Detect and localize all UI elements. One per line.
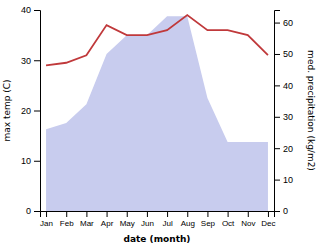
tick: 20 (274, 144, 293, 154)
tick: Apr (101, 211, 114, 228)
tick-mark (147, 211, 148, 217)
tick-label: 30 (283, 112, 293, 122)
tick: Oct (222, 211, 235, 228)
tick-mark (228, 211, 229, 217)
tick: 60 (274, 18, 293, 28)
tick-label: Jan (40, 219, 53, 228)
temp-line (46, 15, 268, 65)
tick-label: Oct (222, 219, 235, 228)
tick: 20 (21, 106, 40, 116)
tick-label: Sep (201, 219, 216, 228)
tick-label: Feb (60, 219, 74, 228)
tick: 0 (274, 206, 288, 216)
tick: 40 (21, 5, 40, 15)
axis-line (34, 11, 41, 212)
tick-mark (86, 211, 87, 217)
y-axis-title: max temp (C) (2, 79, 12, 141)
tick-mark (274, 117, 280, 118)
tick: 50 (274, 49, 293, 59)
tick: Sep (201, 211, 216, 228)
plot: Jan Feb Mar Apr May Jun Jul Aug Sep Oct Nov Dec 0 10 2… (21, 5, 293, 227)
tick-mark (274, 54, 280, 55)
x-axis-title: date (month) (124, 234, 191, 244)
tick-label: Apr (101, 219, 114, 228)
tick: 30 (274, 112, 293, 122)
tick-mark (34, 10, 40, 11)
tick-label: Mar (80, 219, 94, 228)
tick-mark (34, 60, 40, 61)
precip-area (46, 16, 268, 211)
tick-mark (66, 211, 67, 217)
tick-mark (127, 211, 128, 217)
axis-line (275, 11, 281, 212)
axis-line (41, 212, 275, 218)
tick-label: 10 (283, 175, 293, 185)
tick-label: Jun (141, 219, 154, 228)
tick-mark (274, 211, 280, 212)
tick-label: Nov (241, 219, 255, 228)
tick-label: Jul (162, 219, 172, 228)
tick: 40 (274, 81, 293, 91)
tick: Aug (181, 211, 195, 228)
tick: Dec (261, 211, 275, 228)
tick: Jul (162, 211, 172, 228)
tick: Jan (40, 211, 53, 228)
tick-label: 0 (26, 206, 31, 216)
tick-mark (274, 23, 280, 24)
tick-label: 60 (283, 18, 293, 28)
tick: 10 (21, 156, 40, 166)
tick-label: May (120, 219, 135, 228)
tick-mark (34, 161, 40, 162)
y2-axis: 0 10 20 30 40 50 60 (274, 11, 293, 217)
tick-mark (167, 211, 168, 217)
tick-label: 10 (21, 156, 31, 166)
y-axis: 0 10 20 30 40 (21, 5, 41, 216)
tick: Mar (80, 211, 94, 228)
tick-mark (248, 211, 249, 217)
tick-mark (34, 211, 40, 212)
tick-label: 40 (21, 5, 31, 15)
tick-mark (207, 211, 208, 217)
marks (46, 15, 268, 211)
chart: Jan Feb Mar Apr May Jun Jul Aug Sep Oct Nov Dec 0 10 2… (0, 0, 318, 247)
tick-label: 50 (283, 49, 293, 59)
tick: Jun (141, 211, 154, 228)
tick: 0 (26, 206, 40, 216)
tick-mark (268, 211, 269, 217)
x-axis: Jan Feb Mar Apr May Jun Jul Aug Sep Oct Nov Dec (40, 211, 275, 228)
tick-mark (187, 211, 188, 217)
tick: Nov (241, 211, 255, 228)
tick-mark (274, 85, 280, 86)
tick-label: Dec (261, 219, 275, 228)
tick-mark (34, 111, 40, 112)
y2-axis-title: med. precipitation (kg/m2) (306, 50, 316, 171)
tick: Feb (60, 211, 74, 228)
tick-label: 0 (283, 206, 288, 216)
tick-label: 30 (21, 56, 31, 66)
tick-label: Aug (181, 219, 195, 228)
tick-mark (274, 180, 280, 181)
tick-label: 40 (283, 81, 293, 91)
tick: May (120, 211, 135, 228)
tick-mark (46, 211, 47, 217)
tick: 30 (21, 56, 40, 66)
tick-label: 20 (283, 144, 293, 154)
tick-label: 20 (21, 106, 31, 116)
tick-mark (107, 211, 108, 217)
tick-mark (274, 148, 280, 149)
tick: 10 (274, 175, 293, 185)
